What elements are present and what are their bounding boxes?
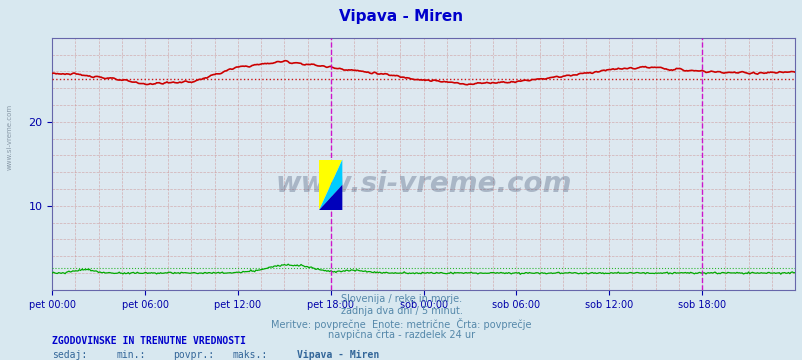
- Text: Meritve: povprečne  Enote: metrične  Črta: povprečje: Meritve: povprečne Enote: metrične Črta:…: [271, 318, 531, 330]
- Text: Vipava - Miren: Vipava - Miren: [339, 9, 463, 24]
- Text: ZGODOVINSKE IN TRENUTNE VREDNOSTI: ZGODOVINSKE IN TRENUTNE VREDNOSTI: [52, 336, 245, 346]
- Text: sedaj:: sedaj:: [52, 350, 87, 360]
- Text: Slovenija / reke in morje.: Slovenija / reke in morje.: [341, 294, 461, 304]
- Polygon shape: [318, 159, 342, 210]
- Text: Vipava - Miren: Vipava - Miren: [297, 350, 379, 360]
- Text: min.:: min.:: [116, 350, 146, 360]
- Text: www.si-vreme.com: www.si-vreme.com: [275, 170, 571, 198]
- Text: www.si-vreme.com: www.si-vreme.com: [6, 104, 12, 170]
- Text: navpična črta - razdelek 24 ur: navpična črta - razdelek 24 ur: [327, 330, 475, 340]
- Text: povpr.:: povpr.:: [172, 350, 213, 360]
- Polygon shape: [318, 159, 342, 210]
- Text: maks.:: maks.:: [233, 350, 268, 360]
- Polygon shape: [318, 185, 342, 210]
- Text: zadnja dva dni / 5 minut.: zadnja dva dni / 5 minut.: [340, 306, 462, 316]
